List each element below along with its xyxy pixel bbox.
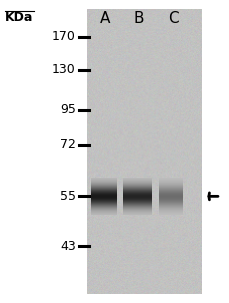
Text: 72: 72 (60, 138, 76, 151)
Text: KDa: KDa (5, 11, 33, 24)
Text: C: C (168, 11, 178, 26)
Text: A: A (99, 11, 109, 26)
Text: B: B (133, 11, 144, 26)
Bar (87, 9, 202, 294)
Text: 130: 130 (52, 63, 76, 76)
Text: 43: 43 (60, 240, 76, 252)
Text: 55: 55 (60, 190, 76, 203)
Text: 170: 170 (52, 31, 76, 43)
Text: 95: 95 (60, 103, 76, 116)
